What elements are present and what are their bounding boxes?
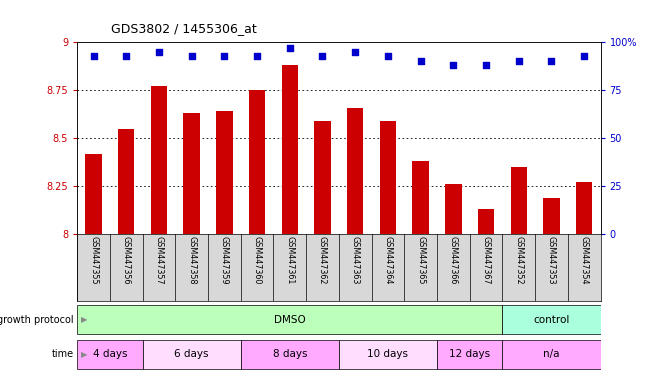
Text: ▶: ▶ [81,315,87,324]
Text: time: time [52,349,74,359]
Bar [437,339,503,369]
Bar [241,339,339,369]
Point [448,62,459,68]
Text: 4 days: 4 days [93,349,127,359]
Text: n/a: n/a [544,349,560,359]
Text: GSM447357: GSM447357 [154,236,164,285]
Text: GSM447356: GSM447356 [121,236,131,285]
Bar [282,65,298,234]
Text: GSM447367: GSM447367 [482,236,491,285]
Text: GSM447365: GSM447365 [416,236,425,285]
Text: 8 days: 8 days [272,349,307,359]
Text: GSM447352: GSM447352 [514,236,523,285]
Text: GSM447355: GSM447355 [89,236,98,285]
Point [88,53,99,59]
Text: DMSO: DMSO [274,314,306,325]
Bar [142,339,241,369]
Bar [314,121,331,234]
Text: control: control [533,314,570,325]
Bar [503,339,601,369]
Point [480,62,491,68]
Bar [413,161,429,234]
Point [350,49,360,55]
Text: GSM447366: GSM447366 [449,236,458,285]
Point [121,53,132,59]
Point [154,49,164,55]
Point [579,53,590,59]
Text: ▶: ▶ [81,350,87,359]
Point [252,53,262,59]
Text: GSM447364: GSM447364 [383,236,393,285]
Bar [77,305,503,334]
Bar [77,339,142,369]
Point [187,53,197,59]
Text: GSM447358: GSM447358 [187,236,196,285]
Bar [478,209,495,234]
Text: growth protocol: growth protocol [0,314,74,325]
Point [317,53,328,59]
Bar [380,121,396,234]
Text: GSM447354: GSM447354 [580,236,588,285]
Text: GSM447359: GSM447359 [220,236,229,285]
Bar [503,305,601,334]
Bar [339,339,437,369]
Bar [183,113,200,234]
Text: GSM447353: GSM447353 [547,236,556,285]
Bar [576,182,592,234]
Point [219,53,229,59]
Bar [249,90,265,234]
Bar [216,111,233,234]
Bar [118,129,134,234]
Point [415,58,426,65]
Point [546,58,557,65]
Bar [85,154,102,234]
Point [285,45,295,51]
Bar [511,167,527,234]
Point [382,53,393,59]
Bar [151,86,167,234]
Bar [445,184,462,234]
Point [513,58,524,65]
Text: GSM447360: GSM447360 [252,236,262,285]
Bar [347,108,364,234]
Bar [544,198,560,234]
Text: 12 days: 12 days [449,349,491,359]
Text: GDS3802 / 1455306_at: GDS3802 / 1455306_at [111,22,256,35]
Text: GSM447361: GSM447361 [285,236,295,285]
Text: 10 days: 10 days [368,349,409,359]
Text: 6 days: 6 days [174,349,209,359]
Text: GSM447363: GSM447363 [351,236,360,285]
Text: GSM447362: GSM447362 [318,236,327,285]
